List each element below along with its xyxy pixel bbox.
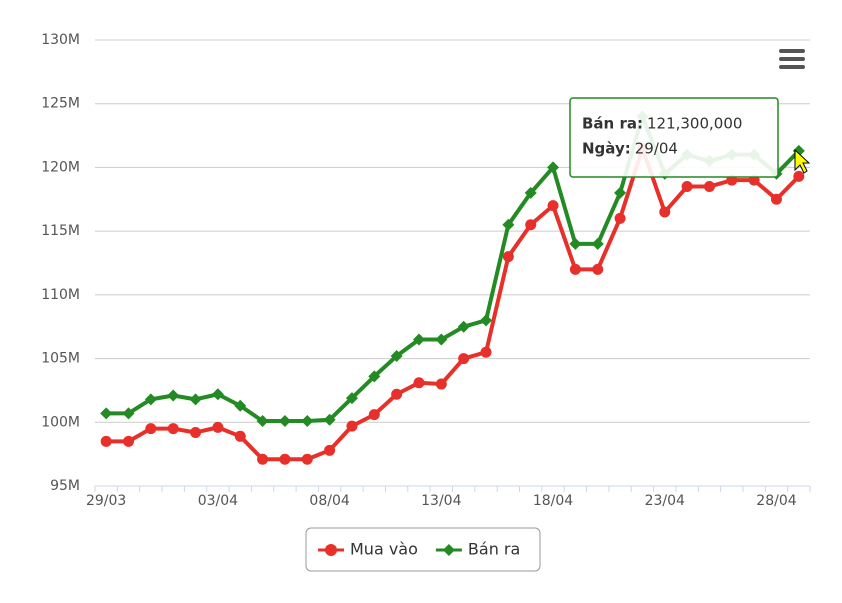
point-marker: [413, 377, 425, 389]
series-line: [106, 146, 801, 462]
point-marker: [703, 181, 715, 193]
point-marker: [212, 421, 224, 433]
point-marker: [592, 263, 604, 275]
cursor: [794, 148, 811, 174]
point-marker: [346, 420, 358, 432]
point-marker: [391, 388, 403, 400]
legend-marker: [325, 544, 337, 556]
point-marker: [435, 378, 447, 390]
x-tick-label: 28/04: [756, 493, 796, 509]
menu-bar: [779, 65, 805, 69]
point-marker: [614, 212, 626, 224]
point-marker: [100, 407, 113, 420]
point-marker: [502, 251, 514, 263]
tooltip-box: [569, 97, 779, 178]
point-marker: [257, 453, 269, 465]
point-marker: [480, 346, 492, 358]
x-tick-label: 23/04: [645, 493, 685, 509]
point-marker: [770, 193, 782, 205]
point-marker: [100, 435, 112, 447]
point-marker: [591, 237, 604, 250]
y-tick-label: 125M: [41, 96, 80, 112]
x-tick-label: 29/03: [86, 493, 126, 509]
point-marker: [123, 435, 135, 447]
x-tick-label: 08/04: [309, 493, 349, 509]
point-marker: [145, 423, 157, 435]
point-marker: [301, 415, 314, 428]
legend-box: [305, 527, 541, 572]
point-marker: [211, 388, 224, 401]
point-marker: [190, 426, 202, 438]
tooltip-value: 121,300,000: [647, 115, 742, 133]
point-marker: [144, 393, 157, 406]
point-marker: [167, 423, 179, 435]
x-tick-label: 13/04: [421, 493, 461, 509]
menu-bar: [779, 49, 805, 53]
tooltip-label: Bán ra:: [582, 115, 643, 133]
point-marker: [234, 399, 247, 412]
point-marker: [279, 453, 291, 465]
x-tick-label: 18/04: [533, 493, 573, 509]
point-marker: [301, 453, 313, 465]
point-marker: [659, 206, 671, 218]
legend: Mua vào Bán ra: [305, 527, 541, 572]
point-marker: [122, 407, 135, 420]
point-marker: [324, 444, 336, 456]
point-marker: [412, 333, 425, 346]
point-marker: [547, 161, 560, 174]
point-marker: [524, 186, 537, 199]
tooltip: Bán ra: 121,300,000 Ngày: 29/04: [569, 97, 779, 178]
point-marker: [569, 237, 582, 250]
point-marker: [234, 430, 246, 442]
y-tick-label: 105M: [41, 351, 80, 367]
point-marker: [368, 409, 380, 421]
legend-item[interactable]: Bán ra: [435, 540, 520, 559]
menu-bar: [779, 57, 805, 61]
point-marker: [278, 415, 291, 428]
point-marker: [480, 314, 493, 327]
y-tick-label: 130M: [41, 32, 80, 48]
point-marker: [368, 370, 381, 383]
x-tick-label: 03/04: [198, 493, 238, 509]
legend-marker: [442, 544, 455, 556]
point-marker: [457, 320, 470, 333]
tooltip-label: Ngày:: [582, 140, 631, 158]
point-marker: [435, 333, 448, 346]
legend-item[interactable]: Mua vào: [318, 540, 418, 559]
y-tick-label: 110M: [41, 287, 80, 303]
legend-label: Bán ra: [468, 540, 520, 559]
point-marker: [525, 219, 537, 231]
y-tick-label: 120M: [41, 159, 80, 175]
point-marker: [345, 392, 358, 405]
y-tick-label: 95M: [50, 478, 80, 494]
y-tick-label: 100M: [41, 414, 80, 430]
point-marker: [390, 350, 403, 363]
point-marker: [167, 389, 180, 402]
point-marker: [323, 413, 336, 426]
legend-label: Mua vào: [350, 540, 418, 559]
point-marker: [189, 393, 202, 406]
point-marker: [793, 170, 805, 182]
tooltip-value: 29/04: [635, 140, 678, 158]
point-marker: [547, 200, 559, 212]
point-marker: [458, 353, 470, 365]
point-marker: [681, 181, 693, 193]
menu-button[interactable]: [779, 49, 805, 69]
y-tick-label: 115M: [41, 223, 80, 239]
point-marker: [569, 263, 581, 275]
point-marker: [502, 218, 515, 231]
point-marker: [256, 415, 269, 428]
point-marker: [614, 186, 627, 199]
